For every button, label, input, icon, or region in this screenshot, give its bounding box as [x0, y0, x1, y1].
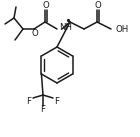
Text: F: F — [40, 105, 46, 115]
Text: OH: OH — [116, 25, 129, 34]
Text: F: F — [54, 96, 60, 105]
Text: O: O — [95, 2, 101, 11]
Text: F: F — [26, 96, 32, 105]
Text: O: O — [32, 28, 38, 38]
Text: NH: NH — [59, 24, 72, 32]
Text: O: O — [43, 2, 49, 11]
